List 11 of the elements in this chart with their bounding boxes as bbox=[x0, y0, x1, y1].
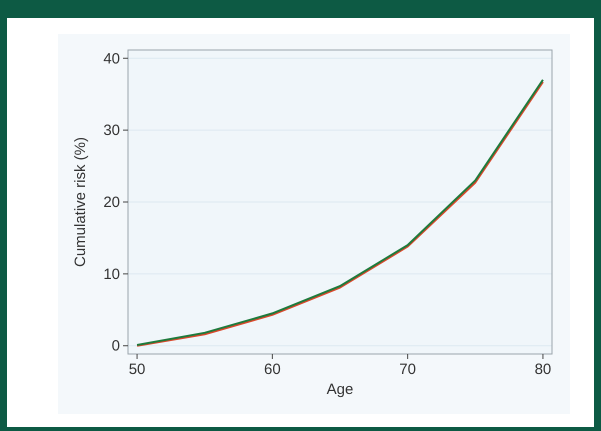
y-tick-label: 30 bbox=[103, 122, 120, 140]
x-tick-label: 80 bbox=[534, 361, 552, 378]
x-tick-label: 70 bbox=[399, 361, 416, 378]
x-tick-label: 60 bbox=[264, 361, 281, 378]
y-tick-label: 10 bbox=[103, 266, 120, 283]
x-tick-label: 50 bbox=[128, 361, 146, 378]
x-axis-title: Age bbox=[326, 381, 354, 398]
y-tick-label: 0 bbox=[112, 338, 120, 355]
y-axis-title: Cumulative risk (%) bbox=[72, 136, 89, 268]
y-tick-label: 40 bbox=[103, 50, 120, 68]
y-tick-label: 20 bbox=[103, 194, 120, 211]
